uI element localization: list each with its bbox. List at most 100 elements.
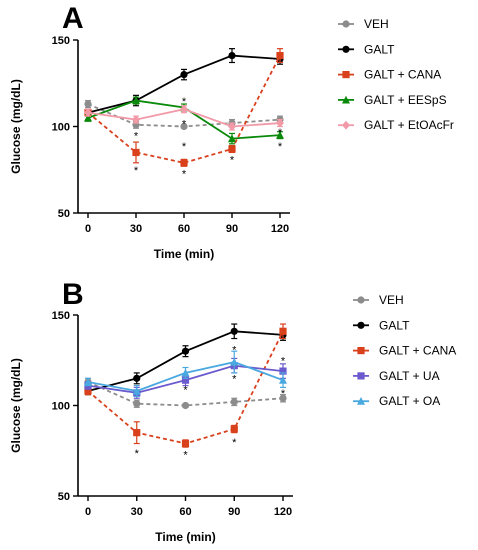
data-point: [181, 401, 190, 410]
data-point: [279, 394, 287, 402]
series-galt-etoacfr: [84, 104, 284, 131]
x-tick-label: 120: [274, 506, 292, 518]
legend-label: GALT + CANA: [364, 68, 441, 82]
data-point: [180, 104, 188, 114]
y-tick-label: 50: [58, 491, 70, 503]
series-line: [87, 55, 281, 164]
legend-entry: GALT: [353, 318, 410, 332]
legend-marker: [357, 372, 365, 380]
legend-label: GALT + EESpS: [364, 93, 447, 107]
legend-label: VEH: [364, 17, 389, 31]
legend-entry: GALT + UA: [353, 369, 440, 383]
y-tick-label: 100: [52, 401, 70, 413]
legend-entry: GALT: [338, 42, 395, 56]
significance-star: *: [182, 96, 187, 108]
legend-marker: [342, 71, 350, 79]
legend-marker: [357, 296, 365, 304]
data-point: [228, 122, 236, 131]
data-point: [133, 429, 141, 437]
significance-star: *: [278, 141, 283, 153]
data-point: [132, 96, 140, 105]
data-point: [133, 400, 141, 408]
data-point: [84, 108, 92, 118]
legend-marker: [342, 45, 350, 53]
legend-label: GALT + UA: [379, 369, 440, 383]
legend-entry: GALT + EtOAcFr: [338, 118, 454, 132]
x-tick-label: 60: [179, 506, 191, 518]
x-tick-label: 90: [228, 506, 240, 518]
data-point: [180, 159, 188, 167]
chart-panel-b: B 50 100 150 0 30 60 90 120 Time (min) Glucose (mg…: [9, 278, 456, 544]
legend-entry: GALT + CANA: [338, 68, 441, 82]
significance-star: *: [134, 165, 139, 177]
significance-star: *: [278, 127, 283, 139]
x-tick-label: 30: [131, 506, 143, 518]
data-point: [181, 347, 190, 355]
data-point: [230, 425, 238, 433]
series-galt-oa: [84, 350, 287, 398]
series-line: [87, 381, 284, 407]
significance-star: *: [232, 437, 237, 449]
x-axis-title: Time (min): [155, 530, 215, 544]
legend-label: GALT + CANA: [379, 344, 456, 358]
data-point: [230, 357, 239, 366]
legend-entry: VEH: [353, 293, 404, 307]
significance-star: *: [182, 168, 187, 180]
data-point: [180, 122, 188, 131]
significance-star: *: [135, 448, 140, 460]
legend-marker: [342, 95, 350, 104]
y-tick-label: 50: [58, 208, 70, 220]
legend-marker: [342, 20, 350, 28]
legend-entry: GALT + EESpS: [338, 93, 447, 107]
data-point: [276, 51, 284, 60]
data-point: [276, 130, 284, 139]
legend-marker: [357, 321, 365, 329]
significance-star: *: [281, 355, 286, 367]
panel-label: A: [62, 2, 84, 35]
significance-star: *: [134, 130, 139, 142]
data-point: [230, 327, 238, 335]
data-point: [181, 368, 190, 377]
significance-star: *: [183, 384, 188, 396]
data-point: [228, 51, 236, 60]
data-point: [279, 367, 287, 375]
y-axis-title: Glucose (mg/dL): [9, 79, 23, 174]
data-point: [132, 115, 140, 124]
data-point: [228, 134, 236, 143]
legend-entry: GALT + CANA: [353, 344, 456, 358]
legend-marker: [357, 397, 365, 405]
legend-entry: VEH: [338, 17, 389, 31]
data-point: [230, 398, 238, 406]
data-point: [180, 71, 188, 79]
data-point: [181, 376, 190, 384]
x-tick-label: 60: [178, 223, 190, 235]
significance-star: *: [183, 450, 188, 462]
x-axis-title: Time (min): [154, 247, 214, 261]
y-tick-label: 150: [52, 35, 70, 47]
legend-entry: GALT + OA: [353, 394, 440, 408]
significance-star: *: [232, 345, 237, 357]
data-point: [84, 100, 92, 108]
x-tick-label: 0: [85, 223, 91, 235]
legend-marker: [342, 120, 350, 130]
panel-label: B: [62, 278, 84, 311]
data-point: [181, 439, 190, 448]
significance-star: *: [182, 141, 187, 153]
data-point: [133, 374, 141, 382]
data-point: [276, 118, 284, 128]
legend-label: GALT: [379, 318, 410, 332]
x-tick-label: 30: [130, 223, 142, 235]
significance-star: *: [232, 374, 237, 386]
y-tick-label: 100: [52, 122, 70, 134]
data-point: [279, 375, 287, 384]
data-point: [84, 113, 92, 122]
y-axis-title: Glucose (mg/dL): [9, 358, 23, 453]
legend-label: GALT: [364, 42, 395, 56]
data-point: [84, 387, 92, 395]
legend-label: GALT + OA: [379, 394, 440, 408]
x-tick-label: 0: [85, 506, 91, 518]
significance-star: *: [281, 388, 286, 400]
data-point: [84, 377, 92, 386]
significance-star: *: [230, 155, 235, 167]
